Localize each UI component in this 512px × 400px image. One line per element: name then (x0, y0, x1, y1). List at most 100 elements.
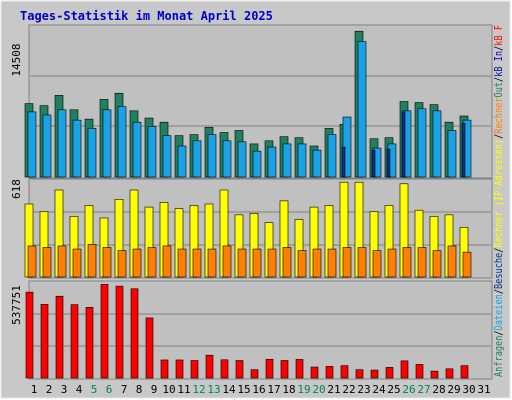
bar-dateien-day-8 (132, 121, 142, 178)
bar-besuche-day-25 (386, 148, 391, 178)
bar-rechner-day-23 (357, 247, 367, 278)
bar-kbf-day-14 (220, 359, 229, 379)
bar-besuche-day-22 (341, 146, 346, 178)
x-axis-day-labels: 1 2 3 4 5 6 7 8 9 10 11 12 13 14 15 16 17 18 19 20 21 22 23 24 2… (31, 383, 491, 396)
bar-kbf-day-19 (295, 359, 304, 379)
bar-dateien-day-3 (57, 109, 67, 178)
bar-rechner-day-17 (267, 248, 277, 278)
panel-requests-max-label: 14508 (10, 43, 23, 76)
bar-dateien-day-13 (207, 134, 217, 178)
bar-kbf-day-21 (325, 366, 334, 379)
bar-rechner-day-7 (117, 250, 127, 278)
x-tick-label-20: 20 (312, 383, 325, 396)
x-tick-label-21: 21 (327, 383, 340, 396)
legend-part-8: / (493, 134, 505, 139)
bar-dateien-day-12 (192, 140, 202, 178)
x-tick-label-26: 26 (402, 383, 415, 396)
bar-dateien-day-15 (237, 141, 247, 178)
x-tick-label-16: 16 (252, 383, 265, 396)
bar-rechner-day-19 (297, 250, 307, 278)
legend-part-14: kB F (493, 25, 505, 46)
x-tick-label-15: 15 (237, 383, 250, 396)
x-tick-label-8: 8 (136, 383, 143, 396)
bar-kbf-day-25 (385, 367, 394, 379)
x-tick-label-6: 6 (106, 383, 113, 396)
bar-rechner-day-30 (462, 251, 472, 278)
bar-rechner-day-6 (102, 247, 112, 278)
legend-part-10: Out (493, 82, 505, 98)
bar-dateien-day-11 (177, 145, 187, 178)
bar-kbf-day-4 (70, 304, 79, 379)
bar-kbf-day-20 (310, 366, 319, 379)
x-tick-label-25: 25 (387, 383, 400, 396)
x-tick-label-9: 9 (151, 383, 158, 396)
x-tick-label-17: 17 (267, 383, 280, 396)
panel-hosts-max-label: 618 (10, 179, 23, 199)
bar-kbf-day-30 (460, 365, 469, 379)
bar-rechner-day-14 (222, 245, 232, 278)
x-tick-label-13: 13 (207, 383, 220, 396)
bar-kbf-day-22 (340, 365, 349, 379)
bar-rechner-day-29 (447, 245, 457, 278)
bar-besuche-day-26 (401, 111, 406, 178)
bar-rechner-day-20 (312, 248, 322, 278)
x-tick-label-19: 19 (297, 383, 310, 396)
bar-rechner-day-26 (402, 247, 412, 278)
bar-dateien-day-27 (417, 108, 427, 178)
bar-rechner-day-3 (57, 245, 67, 278)
bar-rechner-day-21 (327, 248, 337, 278)
bar-dateien-day-23 (357, 41, 367, 178)
bar-rechner-day-15 (237, 248, 247, 278)
bar-dateien-day-7 (117, 106, 127, 178)
bar-dateien-day-6 (102, 109, 112, 178)
bar-rechner-day-9 (147, 247, 157, 278)
bar-dateien-day-16 (252, 150, 262, 178)
x-tick-label-11: 11 (177, 383, 190, 396)
x-tick-label-5: 5 (91, 383, 98, 396)
bar-kbf-day-26 (400, 360, 409, 379)
bar-rechner-day-16 (252, 248, 262, 278)
bar-dateien-day-19 (297, 143, 307, 178)
chart-title: Tages-Statistik im Monat April 2025 (20, 9, 273, 23)
x-tick-label-7: 7 (121, 383, 128, 396)
bar-dateien-day-18 (282, 143, 292, 178)
bar-dateien-day-14 (222, 140, 232, 178)
bar-dateien-day-28 (432, 110, 442, 178)
bar-kbf-day-3 (55, 295, 64, 379)
bar-kbf-day-16 (250, 369, 259, 379)
x-tick-label-29: 29 (447, 383, 460, 396)
legend-part-5: Besuche (493, 253, 505, 289)
x-tick-label-27: 27 (417, 383, 430, 396)
bar-kbf-day-12 (190, 360, 199, 379)
bar-rechner-day-27 (417, 247, 427, 278)
bar-kbf-day-17 (265, 358, 274, 379)
legend-part-2: / (493, 330, 505, 335)
bar-dateien-day-10 (162, 135, 172, 178)
bar-kbf-day-6 (100, 284, 109, 379)
bar-kbf-day-11 (175, 359, 184, 379)
bar-kbf-day-13 (205, 354, 214, 379)
bar-dateien-day-21 (327, 134, 337, 178)
legend-part-11: / (493, 77, 505, 82)
x-tick-label-24: 24 (372, 383, 386, 396)
bar-kbf-day-9 (145, 317, 154, 379)
bar-kbf-day-8 (130, 288, 139, 379)
vertical-legend: Anfragen/Dateien/Besuche/Rechner (IP-Adr… (493, 25, 505, 377)
x-tick-label-18: 18 (282, 383, 295, 396)
bar-dateien-day-2 (42, 114, 52, 178)
bar-dateien-day-4 (72, 119, 82, 178)
bar-dateien-day-1 (27, 111, 37, 178)
x-tick-label-12: 12 (192, 383, 205, 396)
x-tick-label-28: 28 (432, 383, 445, 396)
x-tick-label-1: 1 (31, 383, 38, 396)
legend-part-9: Rechner (493, 97, 505, 133)
legend-part-12: kB In (493, 51, 505, 77)
bar-rechner-day-12 (192, 248, 202, 278)
legend-part-3: Dateien (493, 294, 505, 330)
legend-part-1: Anfragen (493, 336, 505, 377)
bar-kbf-day-23 (355, 369, 364, 379)
x-tick-label-3: 3 (61, 383, 68, 396)
bar-rechner-day-24 (372, 250, 382, 278)
bar-rechner-day-10 (162, 245, 172, 278)
bar-dateien-day-5 (87, 128, 97, 178)
